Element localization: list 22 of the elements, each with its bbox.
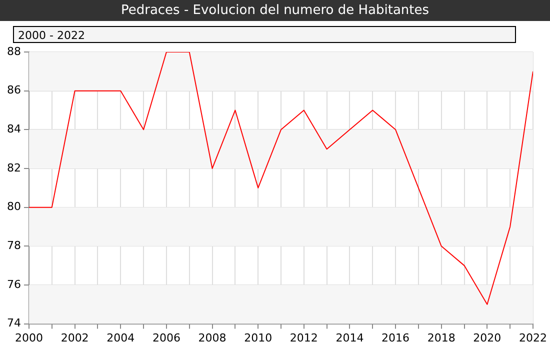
chart-subtitle: 2000 - 2022 bbox=[13, 26, 516, 43]
x-tick-label: 2008 bbox=[198, 331, 226, 344]
chart-title: Pedraces - Evolucion del numero de Habitantes bbox=[0, 0, 550, 21]
x-tick-label: 2022 bbox=[519, 331, 548, 344]
y-tick-label: 88 bbox=[6, 44, 21, 58]
y-tick-label: 74 bbox=[6, 316, 21, 330]
y-tick-label: 78 bbox=[6, 239, 21, 252]
x-tick-label: 2004 bbox=[106, 331, 135, 344]
x-tick-label: 2020 bbox=[473, 331, 502, 344]
x-tick-label: 2014 bbox=[336, 331, 364, 344]
y-tick-label: 80 bbox=[6, 200, 21, 214]
x-tick-label: 2012 bbox=[290, 331, 318, 344]
x-tick-label: 2016 bbox=[382, 331, 410, 344]
y-tick-label: 86 bbox=[6, 84, 21, 97]
x-tick-label: 2000 bbox=[14, 331, 43, 344]
y-tick-label: 76 bbox=[6, 278, 21, 291]
y-tick-label: 84 bbox=[6, 122, 21, 136]
x-tick-label: 2002 bbox=[60, 331, 89, 344]
x-tick-label: 2006 bbox=[152, 331, 180, 344]
y-tick-label: 82 bbox=[6, 161, 21, 174]
x-tick-label: 2010 bbox=[244, 331, 272, 344]
x-tick-label: 2018 bbox=[427, 331, 456, 344]
